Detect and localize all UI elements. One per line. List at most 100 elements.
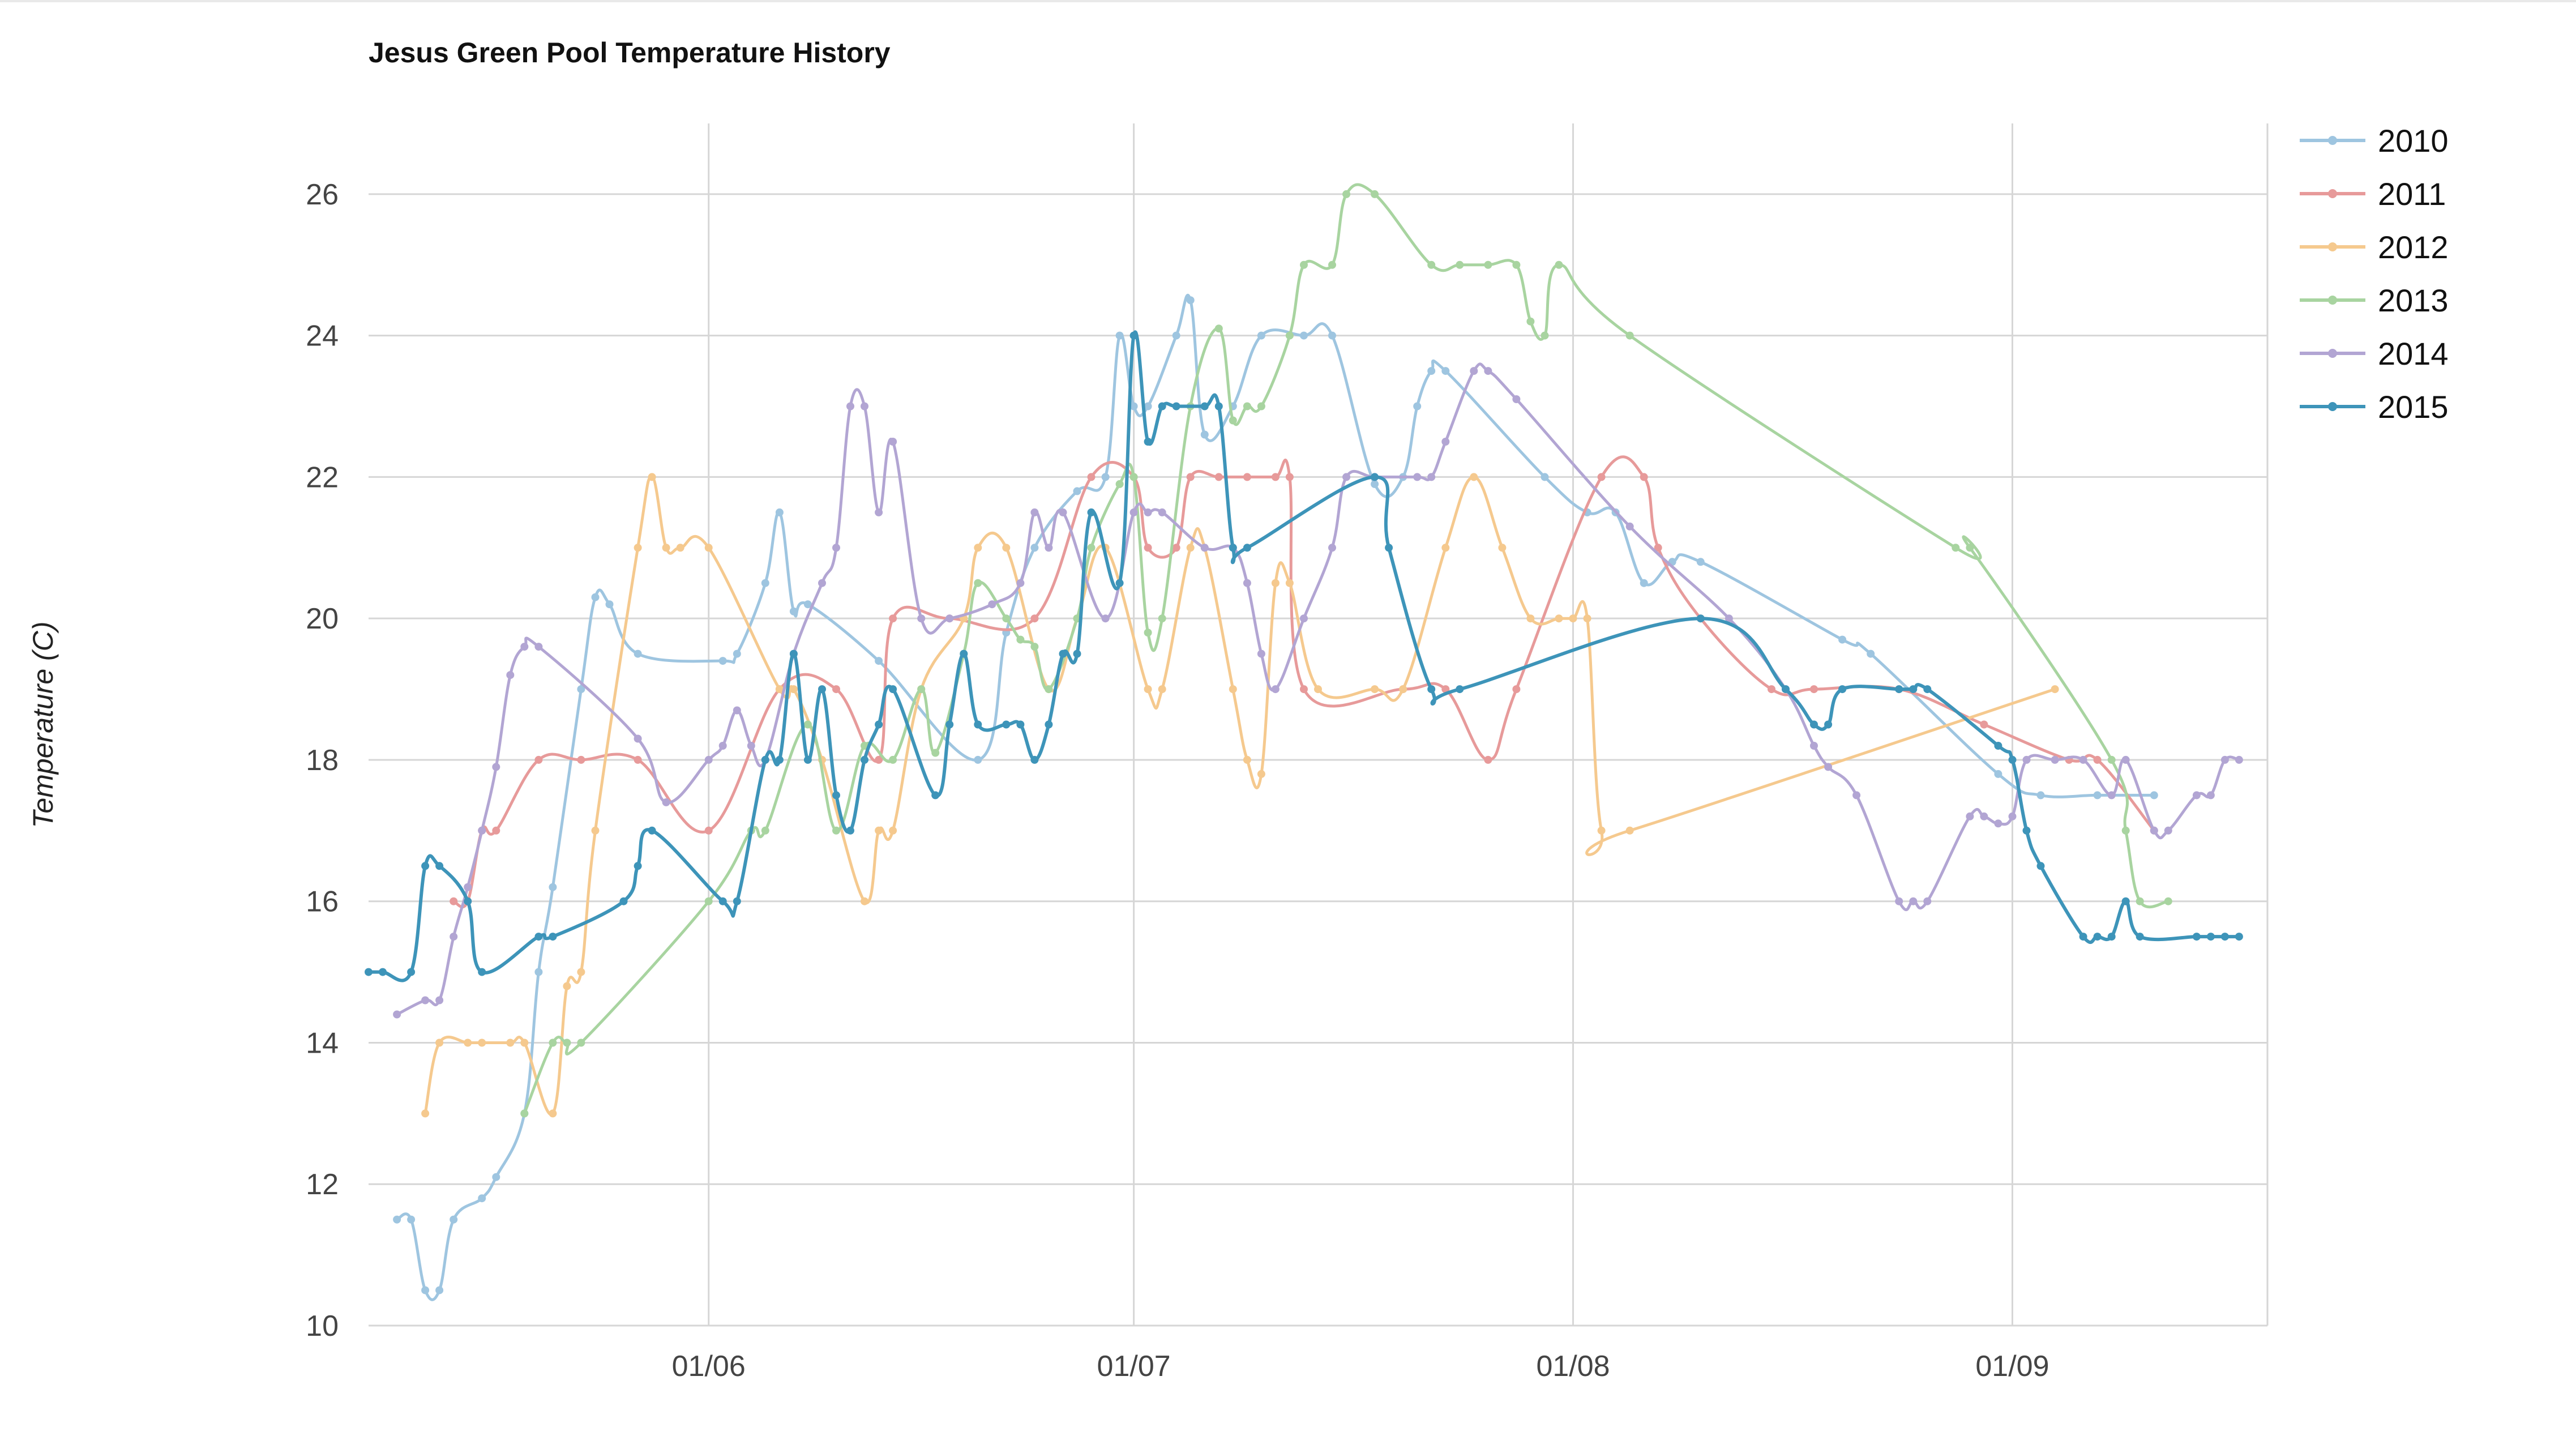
data-point: [1456, 685, 1464, 694]
data-point: [1342, 190, 1351, 198]
legend-item-2011[interactable]: 2011: [2300, 176, 2446, 212]
data-point: [1300, 331, 1308, 340]
data-point: [1980, 812, 1988, 820]
data-point: [1144, 544, 1152, 552]
data-point: [450, 1215, 458, 1224]
data-point: [1016, 579, 1025, 587]
data-point: [634, 862, 642, 870]
data-point: [2150, 826, 2158, 835]
data-point: [421, 1109, 430, 1118]
data-point: [974, 720, 982, 729]
data-point: [1030, 508, 1039, 516]
data-point: [875, 657, 883, 665]
legend-marker: [2328, 349, 2337, 358]
data-point: [1243, 544, 1251, 552]
data-point: [2206, 791, 2215, 800]
data-point: [1640, 473, 1648, 481]
legend-marker: [2328, 136, 2337, 145]
legend-item-2010[interactable]: 2010: [2300, 123, 2449, 159]
data-point: [1555, 614, 1563, 623]
data-point: [1597, 473, 1606, 481]
data-point: [534, 933, 543, 941]
data-point: [861, 755, 868, 764]
data-point: [1059, 508, 1067, 516]
data-point: [1115, 331, 1124, 340]
data-point: [931, 749, 940, 757]
legend-label: 2015: [2378, 389, 2449, 425]
data-point: [875, 826, 883, 835]
data-point: [1101, 614, 1110, 623]
series-lines: [365, 183, 2243, 1301]
data-point: [1158, 614, 1166, 623]
data-point: [2235, 755, 2243, 764]
legend-item-2013[interactable]: 2013: [2300, 283, 2449, 318]
data-point: [875, 508, 883, 516]
data-point: [2036, 791, 2045, 800]
data-point: [1186, 544, 1195, 552]
data-point: [1030, 544, 1039, 552]
data-point: [1994, 770, 2002, 778]
data-point: [605, 600, 614, 609]
y-tick-label: 22: [306, 461, 339, 494]
data-point: [747, 742, 755, 750]
legend-item-2014[interactable]: 2014: [2300, 336, 2449, 371]
data-point: [846, 826, 854, 835]
data-point: [1852, 791, 1861, 800]
data-point: [435, 862, 444, 870]
data-point: [1186, 473, 1195, 481]
data-point: [1470, 473, 1478, 481]
data-point: [988, 600, 996, 609]
data-point: [1909, 685, 1918, 694]
data-point: [1101, 473, 1110, 481]
data-point: [1158, 402, 1166, 411]
data-point: [478, 826, 486, 835]
data-point: [2107, 933, 2116, 941]
data-point: [450, 933, 458, 941]
data-point: [1328, 331, 1336, 340]
legend[interactable]: 2010 2011 2012 2013 2014 2015: [2300, 123, 2449, 425]
legend-item-2012[interactable]: 2012: [2300, 229, 2449, 265]
data-point: [1413, 473, 1422, 481]
data-point: [2121, 755, 2130, 764]
data-point: [832, 826, 840, 835]
data-point: [1073, 487, 1081, 495]
data-point: [1994, 819, 2002, 828]
data-point: [1526, 614, 1535, 623]
data-point: [2121, 826, 2130, 835]
data-point: [634, 734, 642, 743]
x-tick-label: 01/09: [1975, 1350, 2049, 1383]
data-point: [1129, 508, 1138, 516]
data-point: [1696, 558, 1705, 566]
data-point: [1144, 685, 1152, 694]
data-point: [2036, 862, 2045, 870]
data-point: [662, 544, 670, 552]
data-point: [1300, 614, 1308, 623]
legend-marker: [2328, 296, 2337, 305]
data-point: [917, 614, 926, 623]
data-point: [549, 1109, 557, 1118]
data-point: [1456, 260, 1464, 269]
data-point: [2079, 755, 2087, 764]
data-point: [1512, 685, 1521, 694]
data-point: [492, 1173, 500, 1181]
data-point: [1214, 473, 1223, 481]
data-point: [1328, 544, 1336, 552]
data-point: [534, 643, 543, 651]
data-point: [2192, 933, 2201, 941]
data-point: [861, 897, 868, 905]
data-point: [1569, 614, 1577, 623]
data-point: [2164, 897, 2172, 905]
data-point: [803, 755, 812, 764]
legend-item-2015[interactable]: 2015: [2300, 389, 2449, 425]
data-point: [1810, 742, 1818, 750]
data-point: [563, 982, 571, 990]
data-point: [1824, 720, 1833, 729]
data-point: [1115, 579, 1124, 587]
data-point: [1229, 416, 1237, 425]
series-2010: [393, 294, 2158, 1301]
data-point: [1257, 770, 1265, 778]
data-point: [1129, 473, 1138, 481]
data-point: [1172, 331, 1180, 340]
legend-marker: [2328, 189, 2337, 198]
data-point: [2150, 791, 2158, 800]
